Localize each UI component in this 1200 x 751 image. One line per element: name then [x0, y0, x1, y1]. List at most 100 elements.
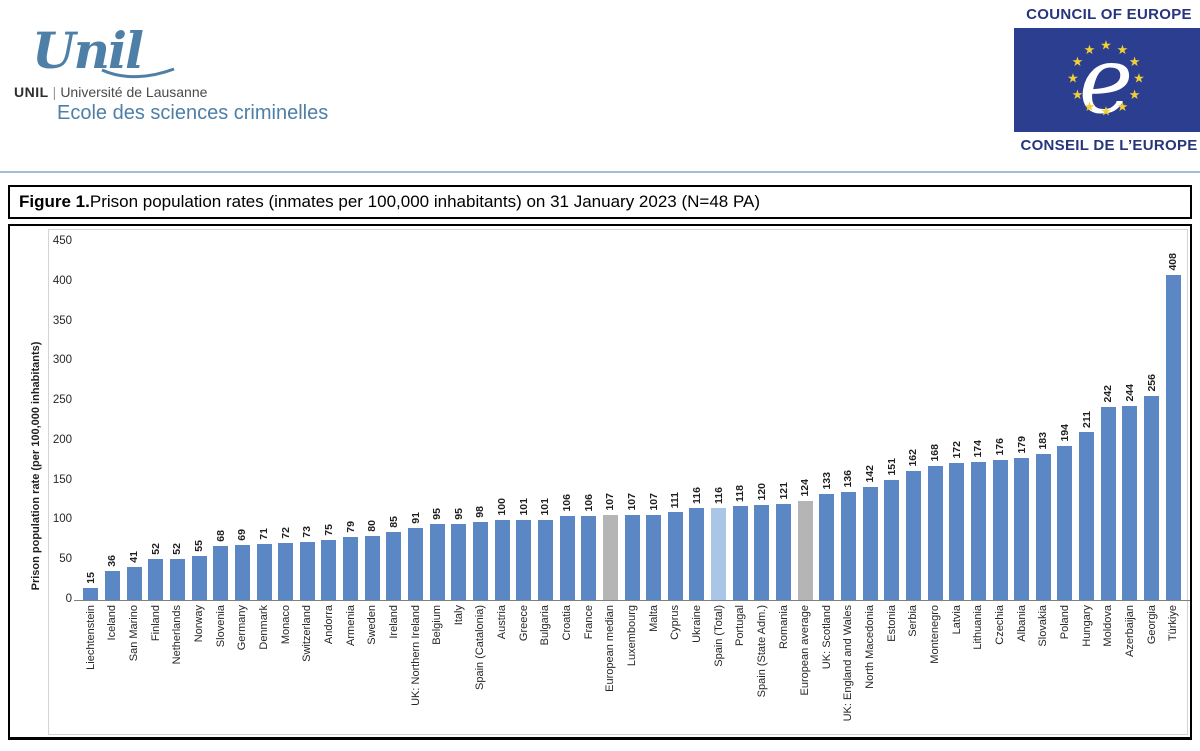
bar-value-label: 79	[344, 521, 357, 533]
bar	[213, 546, 229, 600]
category-label: Portugal	[734, 605, 747, 646]
category: Austria	[494, 605, 510, 747]
coe-star-icon: ★	[1117, 42, 1129, 57]
bar-value-label: 142	[864, 465, 877, 483]
bar	[451, 524, 467, 600]
category: Norway	[191, 605, 207, 747]
category: North Macedonia	[862, 605, 878, 747]
bar-value-label: 121	[777, 482, 790, 500]
bar-value: 98	[472, 506, 488, 518]
bar-value: 168	[927, 444, 943, 462]
category: Lithuania	[970, 605, 986, 747]
category: Portugal	[732, 605, 748, 747]
coe-e-glyph: e	[1079, 28, 1133, 132]
bar-value-label: 116	[690, 487, 703, 504]
category: Liechtenstein	[83, 605, 99, 747]
category: Azerbaijan	[1122, 605, 1138, 747]
category-label: Türkiye	[1167, 605, 1180, 642]
y-tick-label: 350	[52, 314, 72, 327]
bar	[732, 506, 748, 600]
category-label: European average	[799, 605, 812, 696]
category-label: Finland	[149, 605, 162, 642]
coe-emblem-icon: e ★ ★★★★★★★★★★★	[1067, 27, 1145, 134]
category-label: Georgia	[1145, 605, 1158, 645]
unil-wordmark: UNIL | Université de Lausanne	[14, 84, 207, 100]
bar	[1165, 275, 1181, 600]
coe-star-icon: ★	[1072, 54, 1084, 69]
bar-value: 116	[711, 487, 727, 504]
y-tick-label: 50	[59, 553, 72, 566]
bar-value-label: 75	[322, 524, 335, 536]
category-label: Cyprus	[669, 605, 682, 640]
category: Belgium	[429, 605, 445, 747]
bar	[776, 504, 792, 600]
coe-star-icon: ★	[1084, 99, 1096, 114]
coe-flag-icon: e ★ ★ ★ ★ ★ ★ ★ ★ ★ ★ ★ ★	[1014, 27, 1200, 134]
category: Luxembourg	[624, 605, 640, 747]
coe-star-icon: ★	[1067, 71, 1079, 86]
bar-value-label: 408	[1167, 253, 1180, 271]
unil-swash	[101, 67, 175, 79]
bar	[949, 463, 965, 600]
category-label: Azerbaijan	[1123, 605, 1136, 657]
category: Ukraine	[689, 605, 705, 747]
bar	[386, 532, 402, 600]
coe-star-icon: ★	[1072, 87, 1084, 102]
y-tick-label: 150	[52, 473, 72, 486]
bar	[278, 543, 294, 600]
bar-value: 41	[126, 551, 142, 563]
coe-english-name: COUNCIL OF EUROPE	[1026, 6, 1192, 23]
bar-value-label: 68	[214, 530, 227, 542]
bar-value-label: 107	[604, 493, 617, 511]
bar	[754, 505, 770, 600]
bar	[970, 462, 986, 600]
chart-canvas: Prison population rate (per 100,000 inha…	[10, 226, 1190, 737]
bar	[711, 508, 727, 600]
category-label: Netherlands	[171, 605, 184, 665]
category: UK: England and Wales	[840, 605, 856, 747]
category-label: Spain (Catalonia)	[474, 605, 487, 690]
bar-value-label: 111	[669, 491, 682, 508]
bar-value-label: 183	[1037, 432, 1050, 450]
category-label: Malta	[647, 605, 660, 632]
category: Netherlands	[169, 605, 185, 747]
bar-value-label: 72	[279, 527, 292, 539]
category: Germany	[234, 605, 250, 747]
unil-separator: |	[52, 84, 57, 100]
category: Malta	[646, 605, 662, 747]
category: Montenegro	[927, 605, 943, 747]
coe-star-icon: ★	[1133, 71, 1145, 86]
category-label: Hungary	[1080, 605, 1093, 647]
bar-value: 79	[343, 521, 359, 533]
bar-value-label: 95	[431, 508, 444, 520]
category: Albania	[1014, 605, 1030, 747]
category: Monaco	[278, 605, 294, 747]
y-tick-label: 0	[65, 593, 72, 605]
bar	[624, 515, 640, 600]
category: Serbia	[905, 605, 921, 747]
category-label: Slovakia	[1037, 605, 1050, 647]
unil-script-icon: Unil	[32, 22, 175, 80]
category-label: Ireland	[387, 605, 400, 639]
category: Armenia	[343, 605, 359, 747]
bar-value-label: 256	[1145, 374, 1158, 392]
bar-value-label: 41	[128, 551, 141, 563]
category-label: European median	[604, 605, 617, 692]
category-label: Spain (State Adm.)	[755, 605, 768, 698]
unil-acronym: UNIL	[14, 84, 49, 100]
figure-caption: Figure 1. Prison population rates (inmat…	[8, 185, 1192, 219]
bar-value-label: 55	[193, 540, 206, 552]
category-label: Ukraine	[690, 605, 703, 643]
category: Spain (Catalonia)	[472, 605, 488, 747]
category: UK: Scotland	[819, 605, 835, 747]
bar-value: 106	[559, 494, 575, 512]
bar	[884, 480, 900, 600]
category-label: Liechtenstein	[84, 605, 97, 670]
council-of-europe-logo: COUNCIL OF EUROPE e ★ ★ ★ ★ ★ ★ ★ ★ ★ ★ ★ ★ CONSEIL…	[1014, 6, 1200, 154]
category-label: France	[582, 605, 595, 640]
figure-label: Figure 1.	[19, 192, 90, 211]
bar	[927, 466, 943, 600]
bar-value-label: 106	[561, 494, 574, 512]
bar	[299, 542, 315, 600]
category: Cyprus	[667, 605, 683, 747]
